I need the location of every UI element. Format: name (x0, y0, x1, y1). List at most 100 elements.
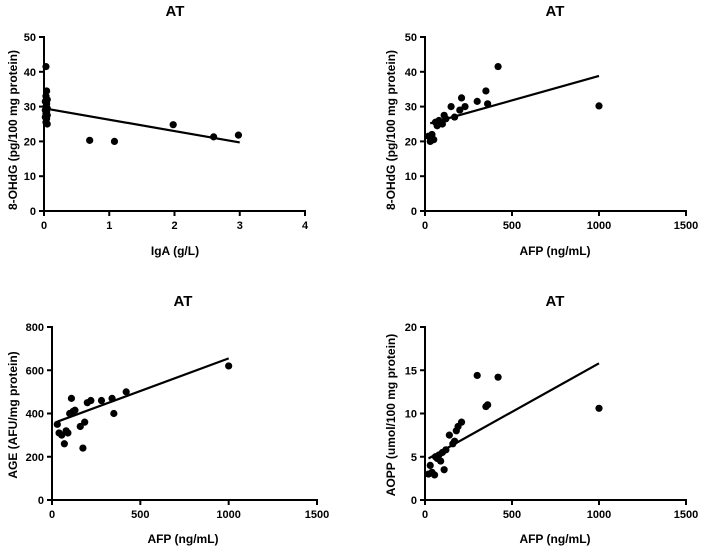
x-axis-label: AFP (ng/mL) (519, 244, 590, 258)
data-point (440, 466, 448, 474)
data-point (87, 396, 95, 405)
data-point (60, 440, 68, 448)
y-tick-label: 10 (405, 409, 417, 421)
data-point (473, 371, 481, 380)
plot-area: 0 500 1000 1500 0 10 20 30 40 50 (405, 32, 698, 232)
regression-line (56, 357, 230, 423)
y-tick-label: 20 (405, 136, 417, 148)
data-point (595, 102, 603, 110)
y-axis-label: AOPP (umol/100 mg protein) (384, 334, 398, 496)
regression-line (43, 107, 240, 144)
data-point (76, 422, 84, 431)
data-point (445, 431, 453, 439)
data-point (484, 100, 492, 108)
y-tick-label: 50 (24, 32, 36, 44)
data-point (442, 446, 450, 454)
x-tick-label: 1000 (587, 220, 611, 232)
data-point (234, 131, 243, 139)
data-point (450, 437, 459, 445)
chart-title: AT (166, 3, 185, 20)
y-tick-label: 400 (26, 409, 44, 421)
y-tick-label: 800 (26, 322, 44, 334)
y-tick-label: 200 (26, 452, 44, 464)
data-point (457, 418, 466, 426)
x-axis-label: AFP (ng/mL) (519, 532, 590, 546)
y-tick-label: 0 (38, 495, 44, 507)
data-point (58, 431, 66, 439)
data-point (42, 62, 50, 71)
chart-title: AT (546, 3, 565, 20)
data-point (484, 401, 492, 409)
plot-area: 0 500 1000 1500 0 5 10 15 20 (405, 322, 698, 521)
x-tick-label: 1 (106, 220, 112, 232)
chart-panel-afp-8ohdg: AT AFP (ng/mL) 8-OHdG (pg/100 mg protein… (384, 3, 698, 258)
x-tick-label: 0 (49, 509, 55, 521)
y-tick-label: 600 (26, 365, 44, 377)
data-point (430, 136, 438, 144)
y-tick-label: 30 (405, 102, 417, 114)
data-point (457, 94, 466, 102)
data-point (494, 373, 502, 381)
data-point (456, 106, 464, 114)
data-point (450, 113, 459, 121)
data-point (442, 115, 450, 123)
y-tick-label: 40 (405, 67, 417, 79)
data-point (169, 121, 177, 129)
chart-panel-afp-age: AT AFP (ng/mL) AGE (AFU/mg protein) 0 500… (6, 293, 329, 546)
data-point (79, 444, 87, 452)
data-point (81, 418, 89, 426)
data-point (53, 420, 61, 428)
data-point (430, 471, 439, 479)
x-tick-label: 0 (422, 509, 428, 521)
data-point (86, 136, 94, 144)
x-tick-label: 0 (41, 220, 47, 232)
y-tick-label: 50 (405, 32, 417, 44)
x-tick-label: 4 (302, 220, 309, 232)
x-tick-label: 1000 (587, 509, 611, 521)
x-axis-label: AFP (ng/mL) (147, 532, 218, 546)
data-point (71, 406, 79, 414)
data-point (64, 429, 72, 437)
x-tick-label: 1500 (674, 509, 698, 521)
x-tick-label: 2 (171, 220, 177, 232)
data-point (108, 394, 116, 402)
x-tick-label: 3 (237, 220, 243, 232)
data-point (110, 137, 119, 145)
y-tick-label: 5 (411, 452, 417, 464)
chart-panel-igA-8ohdg: AT IgA (g/L) 8-OHdG (pg/100 mg protein) … (6, 3, 309, 258)
y-axis-label: 8-OHdG (pg/100 mg protein) (384, 50, 398, 210)
data-point (225, 362, 233, 370)
data-point (97, 396, 106, 405)
y-tick-label: 10 (24, 171, 36, 183)
chart-title: AT (546, 293, 565, 310)
y-tick-label: 0 (411, 495, 417, 507)
data-point (438, 120, 446, 128)
y-tick-label: 20 (24, 136, 36, 148)
data-point (67, 394, 76, 402)
x-tick-label: 500 (503, 509, 521, 521)
data-point (110, 409, 118, 418)
x-tick-label: 1500 (305, 509, 329, 521)
x-axis-label: IgA (g/L) (151, 244, 199, 258)
y-tick-label: 10 (405, 171, 417, 183)
y-tick-label: 0 (30, 206, 36, 218)
y-tick-label: 15 (405, 365, 417, 377)
y-axis-label: AGE (AFU/mg protein) (6, 351, 20, 478)
chart-panel-afp-aopp: AT AFP (ng/mL) AOPP (umol/100 mg protein… (384, 293, 698, 546)
x-tick-label: 1000 (216, 509, 240, 521)
data-point (43, 120, 51, 128)
plot-area: 0 500 1000 1500 0 200 400 600 800 (26, 322, 330, 521)
x-tick-label: 500 (131, 509, 149, 521)
y-tick-label: 20 (405, 322, 417, 334)
data-point (473, 97, 481, 105)
x-tick-label: 500 (503, 220, 521, 232)
data-point (122, 388, 130, 396)
y-tick-label: 40 (24, 67, 36, 79)
data-point (447, 103, 455, 111)
data-point (461, 103, 469, 111)
data-point (494, 62, 502, 71)
y-tick-label: 30 (24, 102, 36, 114)
data-point (482, 87, 490, 95)
data-point (595, 404, 603, 412)
